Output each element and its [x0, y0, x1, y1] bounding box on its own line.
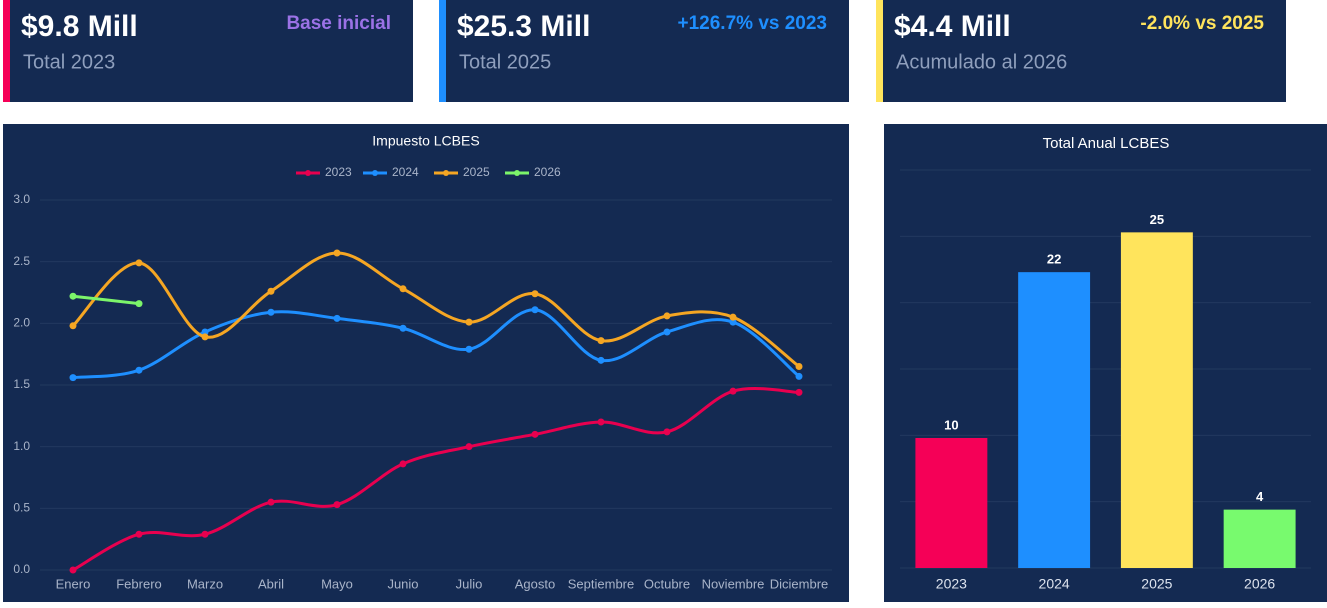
chart-title: Impuesto LCBES — [372, 133, 479, 149]
series-line — [71, 251, 800, 368]
data-point — [531, 430, 539, 438]
card — [3, 0, 413, 102]
legend-dot — [514, 170, 520, 176]
bar — [915, 437, 988, 568]
data-point — [531, 290, 539, 298]
data-point — [399, 285, 407, 293]
y-tick-label: 1.5 — [13, 377, 30, 391]
card — [876, 0, 1286, 102]
y-tick-label: 1.0 — [13, 439, 30, 453]
x-tick-label: Febrero — [116, 576, 162, 591]
data-point — [333, 314, 341, 322]
series-line — [72, 294, 140, 306]
data-point — [267, 498, 275, 506]
chart-title: Total Anual LCBES — [1043, 135, 1170, 152]
legend-dot — [443, 170, 449, 176]
data-point — [399, 324, 407, 332]
data-point — [795, 388, 803, 396]
data-point — [465, 345, 473, 353]
data-point — [135, 366, 143, 374]
x-tick-label: Junio — [387, 576, 418, 591]
y-tick-label: 3.0 — [13, 192, 30, 206]
x-tick-label: 2024 — [1039, 576, 1070, 592]
x-tick-label: Marzo — [187, 576, 223, 591]
bar-value-label: 22 — [1047, 252, 1061, 267]
data-point — [201, 328, 209, 336]
x-tick-label: Noviembre — [702, 576, 765, 591]
data-point — [69, 322, 77, 330]
x-tick-label: Julio — [456, 576, 483, 591]
data-point — [267, 287, 275, 295]
card-label: Total 2025 — [459, 51, 551, 73]
x-tick-label: Abril — [258, 576, 284, 591]
data-point — [399, 460, 407, 468]
data-point — [597, 418, 605, 426]
bar-value-label: 10 — [944, 417, 958, 432]
x-tick-label: Octubre — [644, 576, 690, 591]
y-tick-label: 0.0 — [13, 562, 30, 576]
x-tick-label: Diciembre — [770, 576, 829, 591]
x-tick-label: Enero — [56, 576, 91, 591]
card-value: $4.4 Mill — [894, 10, 1011, 43]
x-tick-label: Septiembre — [568, 576, 634, 591]
data-point — [795, 372, 803, 380]
data-point — [465, 443, 473, 451]
card-accent — [439, 0, 446, 102]
data-point — [333, 501, 341, 509]
data-point — [69, 292, 77, 300]
x-tick-label: 2026 — [1244, 576, 1275, 592]
card-accent — [3, 0, 10, 102]
data-point — [465, 318, 473, 326]
x-tick-label: Mayo — [321, 576, 353, 591]
legend-dot — [372, 170, 378, 176]
data-point — [795, 363, 803, 370]
data-point — [729, 313, 737, 321]
x-tick-label: 2025 — [1141, 576, 1172, 592]
y-tick-label: 2.0 — [13, 316, 30, 330]
data-point — [135, 530, 143, 538]
data-point — [135, 300, 143, 308]
legend-label: 2025 — [463, 165, 490, 179]
data-point — [531, 306, 539, 314]
data-point — [663, 312, 671, 320]
data-point — [69, 566, 77, 574]
x-tick-label: Agosto — [515, 576, 555, 591]
data-point — [729, 318, 737, 326]
legend-label: 2024 — [392, 165, 419, 179]
bar — [1223, 509, 1296, 568]
data-point — [729, 387, 737, 395]
line-panel — [3, 124, 849, 602]
card-label: Total 2023 — [23, 51, 115, 73]
legend-dot — [305, 170, 311, 176]
bar — [1018, 272, 1091, 568]
data-point — [597, 337, 605, 345]
data-point — [663, 328, 671, 336]
data-point — [69, 374, 77, 382]
card-value: $25.3 Mill — [457, 10, 590, 43]
card-tag: -2.0% vs 2025 — [1140, 13, 1264, 34]
card-label: Acumulado al 2026 — [896, 51, 1067, 73]
bar — [1120, 232, 1193, 568]
legend-label: 2023 — [325, 165, 352, 179]
data-point — [597, 356, 605, 364]
data-point — [267, 308, 275, 316]
card — [439, 0, 849, 102]
data-point — [333, 249, 341, 257]
card-tag: +126.7% vs 2023 — [678, 13, 828, 34]
legend-label: 2026 — [534, 165, 561, 179]
card-tag: Base inicial — [286, 13, 391, 34]
card-value: $9.8 Mill — [21, 10, 138, 43]
card-accent — [876, 0, 883, 102]
bar-value-label: 4 — [1256, 489, 1264, 504]
data-point — [135, 259, 143, 267]
x-tick-label: 2023 — [936, 576, 967, 592]
series-line — [72, 387, 800, 572]
data-point — [201, 530, 209, 538]
y-tick-label: 2.5 — [13, 254, 30, 268]
data-point — [201, 333, 209, 341]
data-point — [663, 428, 671, 436]
y-tick-label: 0.5 — [13, 501, 30, 515]
bar-value-label: 25 — [1150, 212, 1164, 227]
